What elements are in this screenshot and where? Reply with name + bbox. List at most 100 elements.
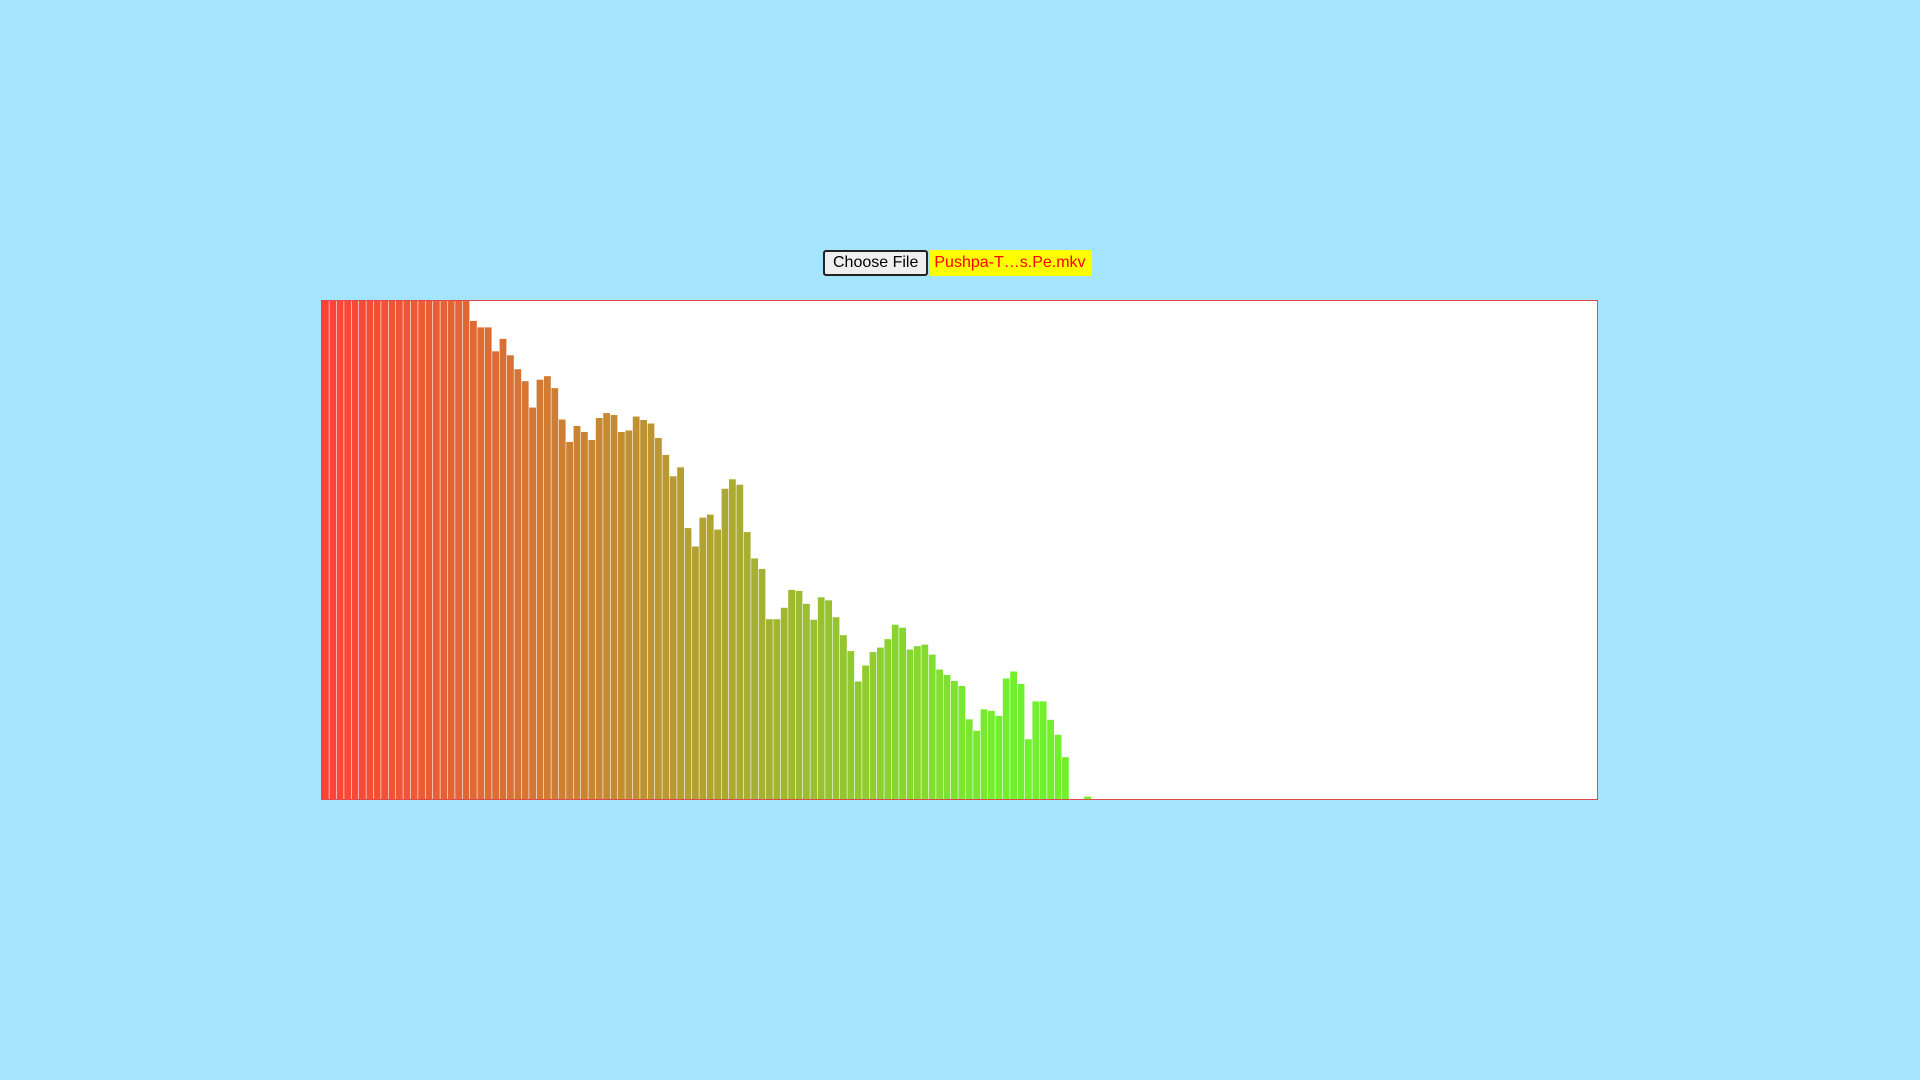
- spectrum-bar: [758, 568, 766, 799]
- spectrum-bar: [840, 635, 847, 799]
- spectrum-bar: [736, 484, 744, 799]
- spectrum-bar: [632, 416, 640, 799]
- spectrum-bar: [536, 379, 544, 799]
- spectrum-bar: [766, 619, 773, 799]
- spectrum-bar: [921, 644, 929, 799]
- spectrum-bar: [507, 355, 514, 799]
- spectrum-bar: [714, 529, 721, 799]
- spectrum-bar: [995, 715, 1003, 799]
- spectrum-bar: [928, 654, 936, 799]
- spectrum-bar: [988, 710, 995, 799]
- spectrum-bar: [1025, 739, 1032, 799]
- spectrum-bar: [425, 301, 433, 799]
- spectrum-bar: [433, 301, 440, 799]
- spectrum-bar: [669, 476, 677, 799]
- spectrum-bar: [521, 381, 529, 799]
- spectrum-bar: [884, 639, 892, 799]
- spectrum-bar: [936, 669, 943, 799]
- spectrum-bar: [788, 589, 795, 799]
- spectrum-bar: [558, 419, 566, 799]
- spectrum-bar: [810, 619, 818, 799]
- spectrum-bar: [1010, 671, 1017, 799]
- spectrum-bar: [573, 426, 581, 799]
- choose-file-button[interactable]: Choose File: [823, 250, 929, 276]
- spectrum-bar: [477, 327, 485, 799]
- spectrum-bar: [1084, 796, 1091, 799]
- spectrum-bar: [499, 338, 507, 799]
- spectrum-bar: [832, 617, 840, 799]
- spectrum-bar: [914, 646, 921, 799]
- frequency-bars-chart: [322, 301, 1091, 799]
- file-input[interactable]: Choose File Pushpa-T…s.Pe.mkv: [823, 250, 1092, 276]
- spectrum-bar: [359, 301, 366, 799]
- spectrum-bar: [706, 514, 714, 799]
- spectrum-bar: [603, 413, 610, 799]
- spectrum-bar: [958, 685, 966, 799]
- spectrum-bar: [965, 719, 973, 799]
- spectrum-bar: [869, 652, 877, 799]
- spectrum-bar: [514, 369, 522, 799]
- spectrum-bar: [854, 681, 862, 799]
- spectrum-bar: [1017, 683, 1025, 799]
- spectrum-bar: [588, 439, 596, 799]
- spectrum-bar: [410, 301, 418, 799]
- spectrum-bar: [699, 517, 707, 799]
- spectrum-bar: [618, 431, 625, 799]
- spectrum-bar: [595, 418, 603, 799]
- spectrum-bar: [943, 675, 951, 799]
- spectrum-bar: [899, 627, 906, 799]
- spectrum-bar: [877, 647, 884, 799]
- spectrum-bar: [418, 301, 425, 799]
- spectrum-bar: [610, 415, 618, 799]
- spectrum-bar: [662, 454, 670, 799]
- spectrum-bar: [677, 467, 684, 799]
- spectrum-bar: [906, 649, 914, 799]
- spectrum-bar: [655, 437, 662, 799]
- spectrum-bar: [336, 301, 344, 799]
- audio-visualizer-canvas: [321, 300, 1598, 800]
- spectrum-bar: [803, 603, 810, 799]
- spectrum-bar: [729, 479, 736, 799]
- spectrum-bar: [396, 301, 403, 799]
- spectrum-bar: [862, 665, 869, 799]
- spectrum-bar: [447, 301, 455, 799]
- spectrum-bar: [388, 301, 396, 799]
- spectrum-bar: [403, 301, 411, 799]
- spectrum-bar: [492, 351, 499, 799]
- spectrum-bar: [544, 376, 551, 799]
- spectrum-bar: [721, 488, 729, 799]
- spectrum-bar: [1039, 701, 1047, 799]
- spectrum-bar: [973, 730, 980, 799]
- spectrum-bar: [1054, 734, 1062, 799]
- spectrum-bar: [566, 441, 573, 799]
- spectrum-bar: [455, 301, 462, 799]
- spectrum-bar: [684, 528, 692, 799]
- spectrum-bar: [780, 607, 788, 799]
- spectrum-bar: [381, 301, 388, 799]
- spectrum-bar: [1002, 678, 1010, 799]
- spectrum-bar: [322, 301, 329, 799]
- spectrum-bar: [825, 600, 832, 799]
- spectrum-bar: [743, 532, 751, 799]
- spectrum-bar: [1062, 757, 1069, 799]
- spectrum-bar: [351, 301, 359, 799]
- selected-file-name: Pushpa-T…s.Pe.mkv: [930, 250, 1092, 276]
- spectrum-bar: [462, 301, 470, 799]
- spectrum-bar: [891, 624, 899, 799]
- spectrum-bar: [817, 597, 825, 799]
- spectrum-bar: [625, 430, 633, 799]
- spectrum-bar: [440, 301, 448, 799]
- spectrum-bar: [1047, 719, 1054, 799]
- spectrum-bar: [470, 320, 477, 799]
- spectrum-bar: [692, 546, 699, 799]
- spectrum-bar: [647, 423, 655, 799]
- spectrum-bar: [980, 709, 988, 799]
- spectrum-bar: [751, 558, 758, 799]
- spectrum-bar: [847, 651, 855, 799]
- spectrum-bar: [551, 388, 559, 799]
- spectrum-bar: [529, 407, 536, 799]
- spectrum-bar: [1032, 701, 1040, 799]
- spectrum-bar: [773, 619, 781, 799]
- spectrum-bar: [484, 327, 492, 799]
- spectrum-bar: [366, 301, 374, 799]
